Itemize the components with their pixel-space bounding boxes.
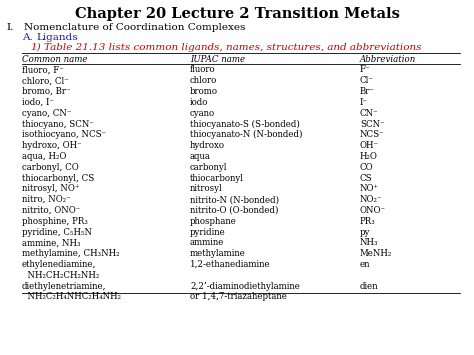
Text: A.: A. [22, 33, 33, 42]
Text: carbonyl, CO: carbonyl, CO [22, 163, 79, 172]
Text: NH₂CH₂CH₂NH₂: NH₂CH₂CH₂NH₂ [22, 271, 99, 280]
Text: CN⁻: CN⁻ [360, 109, 379, 118]
Text: ammine, NH₃: ammine, NH₃ [22, 238, 81, 247]
Text: NH₂C₂H₄NHC₂H₄NH₂: NH₂C₂H₄NHC₂H₄NH₂ [22, 292, 121, 301]
Text: nitrito-N (N-bonded): nitrito-N (N-bonded) [190, 195, 279, 204]
Text: ONO⁻: ONO⁻ [360, 206, 386, 215]
Text: I⁻: I⁻ [360, 98, 368, 107]
Text: MeNH₂: MeNH₂ [360, 249, 392, 258]
Text: Chapter 20 Lecture 2 Transition Metals: Chapter 20 Lecture 2 Transition Metals [74, 7, 400, 21]
Text: CS: CS [360, 174, 373, 182]
Text: H₂O: H₂O [360, 152, 378, 161]
Text: Common name: Common name [22, 55, 88, 64]
Text: diethylenetriamine,: diethylenetriamine, [22, 282, 107, 290]
Text: fluoro: fluoro [190, 66, 216, 75]
Text: carbonyl: carbonyl [190, 163, 228, 172]
Text: phosphine, PR₃: phosphine, PR₃ [22, 217, 88, 226]
Text: fluoro, F⁻: fluoro, F⁻ [22, 66, 64, 75]
Text: thiocyanato-N (N-bonded): thiocyanato-N (N-bonded) [190, 130, 302, 140]
Text: NO₂⁻: NO₂⁻ [360, 195, 383, 204]
Text: NCS⁻: NCS⁻ [360, 130, 384, 139]
Text: NO⁺: NO⁺ [360, 184, 379, 193]
Text: cyano, CN⁻: cyano, CN⁻ [22, 109, 72, 118]
Text: OH⁻: OH⁻ [360, 141, 379, 150]
Text: hydroxo: hydroxo [190, 141, 225, 150]
Text: 2,2’-diaminodiethylamine: 2,2’-diaminodiethylamine [190, 282, 300, 290]
Text: methylamine, CH₃NH₂: methylamine, CH₃NH₂ [22, 249, 119, 258]
Text: PR₃: PR₃ [360, 217, 376, 226]
Text: iodo, I⁻: iodo, I⁻ [22, 98, 54, 107]
Text: hydroxo, OH⁻: hydroxo, OH⁻ [22, 141, 82, 150]
Text: thiocarbonyl, CS: thiocarbonyl, CS [22, 174, 94, 182]
Text: py: py [360, 228, 370, 236]
Text: methylamine: methylamine [190, 249, 246, 258]
Text: CO: CO [360, 163, 374, 172]
Text: 1,2-ethanediamine: 1,2-ethanediamine [190, 260, 271, 269]
Text: ethylenediamine,: ethylenediamine, [22, 260, 96, 269]
Text: F⁻: F⁻ [360, 66, 371, 75]
Text: thiocarbonyl: thiocarbonyl [190, 174, 244, 182]
Text: cyano: cyano [190, 109, 215, 118]
Text: NH₃: NH₃ [360, 238, 379, 247]
Text: Nomenclature of Coordination Complexes: Nomenclature of Coordination Complexes [24, 23, 246, 32]
Text: nitrito-O (O-bonded): nitrito-O (O-bonded) [190, 206, 279, 215]
Text: aqua: aqua [190, 152, 211, 161]
Text: nitrosyl: nitrosyl [190, 184, 223, 193]
Text: SCN⁻: SCN⁻ [360, 120, 384, 129]
Text: I.: I. [6, 23, 13, 32]
Text: bromo, Br⁻: bromo, Br⁻ [22, 87, 71, 96]
Text: thiocyano, SCN⁻: thiocyano, SCN⁻ [22, 120, 94, 129]
Text: Abbreviation: Abbreviation [360, 55, 416, 64]
Text: pyridine: pyridine [190, 228, 226, 236]
Text: nitro, NO₂⁻: nitro, NO₂⁻ [22, 195, 71, 204]
Text: nitrito, ONO⁻: nitrito, ONO⁻ [22, 206, 80, 215]
Text: Cl⁻: Cl⁻ [360, 76, 374, 85]
Text: en: en [360, 260, 371, 269]
Text: ammine: ammine [190, 238, 224, 247]
Text: Ligands: Ligands [36, 33, 78, 42]
Text: Table 21.13 lists common ligands, names, structures, and abbreviations: Table 21.13 lists common ligands, names,… [44, 43, 421, 52]
Text: or 1,4,7-triazaheptane: or 1,4,7-triazaheptane [190, 292, 287, 301]
Text: iodo: iodo [190, 98, 209, 107]
Text: bromo: bromo [190, 87, 218, 96]
Text: pyridine, C₅H₅N: pyridine, C₅H₅N [22, 228, 92, 236]
Text: chloro: chloro [190, 76, 217, 85]
Text: phosphane: phosphane [190, 217, 237, 226]
Text: IUPAC name: IUPAC name [190, 55, 245, 64]
Text: nitrosyl, NO⁺: nitrosyl, NO⁺ [22, 184, 80, 193]
Text: Br⁻: Br⁻ [360, 87, 375, 96]
Text: aqua, H₂O: aqua, H₂O [22, 152, 66, 161]
Text: dien: dien [360, 282, 379, 290]
Text: isothiocyano, NCS⁻: isothiocyano, NCS⁻ [22, 130, 106, 139]
Text: 1): 1) [30, 43, 41, 52]
Text: chloro, Cl⁻: chloro, Cl⁻ [22, 76, 69, 85]
Text: thiocyanato-S (S-bonded): thiocyanato-S (S-bonded) [190, 120, 300, 129]
